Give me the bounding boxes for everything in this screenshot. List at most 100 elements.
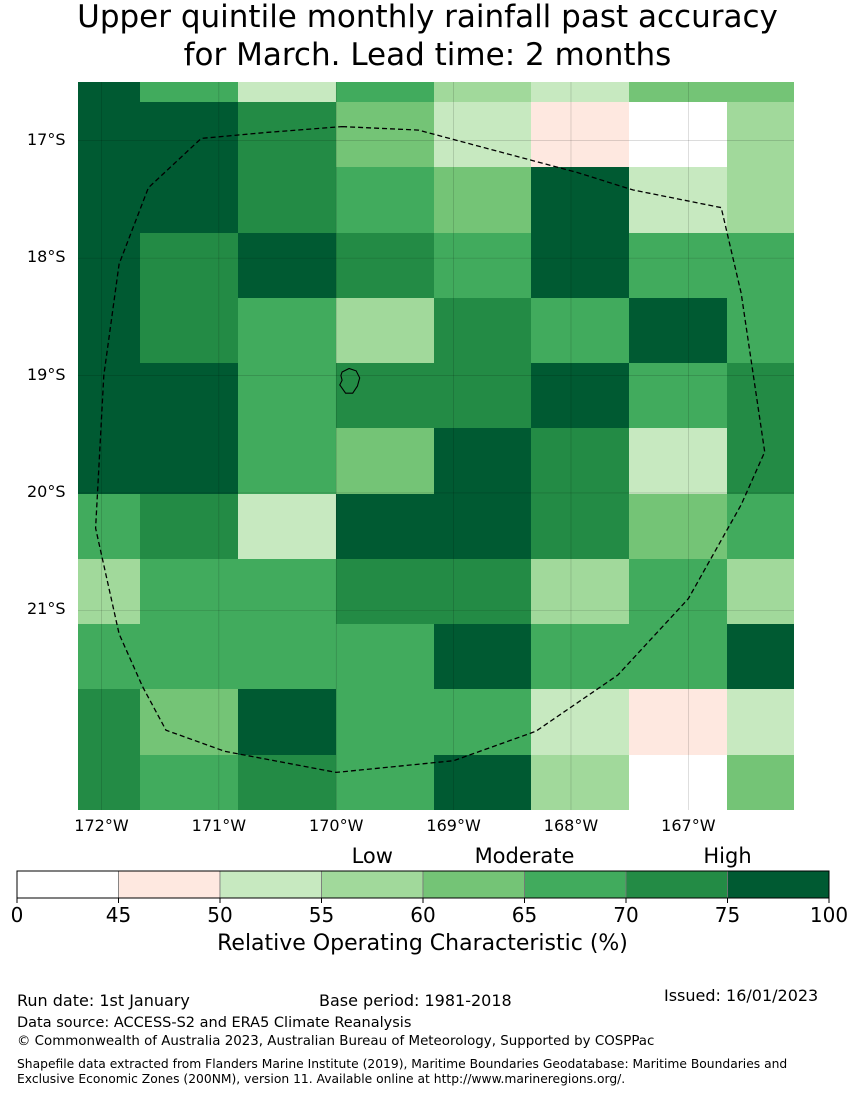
roc-cell	[238, 363, 336, 428]
latitude-label: 20°S	[27, 481, 66, 501]
colorbar-label: Relative Operating Characteristic (%)	[217, 931, 628, 956]
roc-cell	[434, 102, 531, 167]
roc-cell	[531, 298, 629, 363]
roc-cell	[727, 298, 794, 363]
roc-cell	[727, 624, 794, 689]
roc-cell	[336, 755, 434, 810]
colorbar-segment	[16, 870, 119, 899]
roc-cell	[727, 82, 794, 102]
roc-cell	[727, 167, 794, 233]
roc-cell	[434, 624, 531, 689]
latitude-label: 17°S	[27, 129, 66, 149]
roc-cell	[531, 233, 629, 298]
roc-cell	[629, 494, 727, 559]
roc-grid-cells	[78, 82, 794, 810]
roc-cell	[238, 428, 336, 494]
roc-cell	[434, 494, 531, 559]
colorbar-segment	[219, 870, 322, 899]
roc-cell	[531, 102, 629, 167]
roc-cell	[629, 363, 727, 428]
roc-cell	[531, 559, 629, 624]
longitude-label: 169°W	[426, 816, 481, 835]
roc-cell	[434, 363, 531, 428]
roc-cell	[727, 494, 794, 559]
colorbar-segment	[321, 870, 424, 899]
roc-cell	[78, 298, 140, 363]
roc-cell	[629, 689, 727, 755]
map-title-line-1: Upper quintile monthly rainfall past acc…	[77, 0, 778, 35]
eez-boundary-line	[94, 125, 766, 774]
roc-cell	[629, 755, 727, 810]
roc-cell	[434, 428, 531, 494]
roc-cell	[629, 167, 727, 233]
roc-cell	[78, 428, 140, 494]
longitude-label: 171°W	[191, 816, 247, 835]
longitude-label: 170°W	[309, 816, 364, 835]
roc-cell	[629, 298, 727, 363]
shapefile-credit: Shapefile data extracted from Flanders M…	[17, 1057, 788, 1086]
roc-cell	[336, 82, 434, 102]
colorbar-tick-label: 45	[105, 903, 132, 927]
roc-cell	[140, 298, 238, 363]
roc-cell	[629, 233, 727, 298]
roc-cell	[140, 755, 238, 810]
roc-cell	[531, 428, 629, 494]
roc-cell	[140, 233, 238, 298]
map-title: Upper quintile monthly rainfall past acc…	[0, 0, 855, 74]
roc-cell	[727, 233, 794, 298]
roc-cell	[629, 82, 727, 102]
latitude-label: 21°S	[27, 599, 66, 619]
roc-cell	[78, 102, 140, 167]
roc-cell	[78, 82, 140, 102]
roc-cell	[238, 298, 336, 363]
roc-cell	[434, 167, 531, 233]
map-title-line-2: for March. Lead time: 2 months	[183, 37, 672, 73]
roc-cell	[336, 363, 434, 428]
latitude-label: 19°S	[27, 364, 66, 384]
roc-cell	[629, 559, 727, 624]
colorbar-segment	[422, 870, 525, 899]
roc-cell	[78, 624, 140, 689]
roc-cell	[336, 233, 434, 298]
roc-cell	[336, 428, 434, 494]
roc-cell	[531, 82, 629, 102]
roc-cell	[78, 494, 140, 559]
roc-cell	[238, 755, 336, 810]
roc-cell	[336, 559, 434, 624]
roc-cell	[434, 689, 531, 755]
roc-cell	[140, 689, 238, 755]
roc-cell	[78, 363, 140, 428]
roc-cell	[140, 428, 238, 494]
roc-cell	[238, 689, 336, 755]
latitude-label: 18°S	[27, 247, 66, 267]
roc-cell	[727, 428, 794, 494]
roc-cell	[531, 167, 629, 233]
colorbar-segment	[524, 870, 627, 899]
roc-cell	[531, 689, 629, 755]
roc-cell	[336, 689, 434, 755]
base-period: Base period: 1981-2018	[319, 991, 512, 1010]
roc-cell	[531, 363, 629, 428]
roc-cell	[531, 624, 629, 689]
roc-cell	[336, 167, 434, 233]
colorbar-category-label: Low	[351, 844, 393, 868]
roc-cell	[238, 559, 336, 624]
roc-cell	[727, 363, 794, 428]
graticule-lines	[78, 82, 794, 810]
colorbar-tick-label: 0	[10, 903, 24, 927]
longitude-label: 167°W	[661, 816, 716, 835]
roc-cell	[336, 624, 434, 689]
longitude-label: 168°W	[543, 816, 599, 835]
roc-cell	[78, 167, 140, 233]
colorbar-category-label: High	[703, 844, 752, 868]
roc-cell	[238, 102, 336, 167]
roc-cell	[140, 494, 238, 559]
roc-cell	[238, 494, 336, 559]
roc-cell	[78, 755, 140, 810]
colorbar-tick-label: 75	[714, 903, 741, 927]
roc-cell	[629, 428, 727, 494]
colorbar-category-label: Moderate	[474, 844, 575, 868]
roc-cell	[434, 233, 531, 298]
roc-cell	[238, 82, 336, 102]
roc-cell	[629, 624, 727, 689]
